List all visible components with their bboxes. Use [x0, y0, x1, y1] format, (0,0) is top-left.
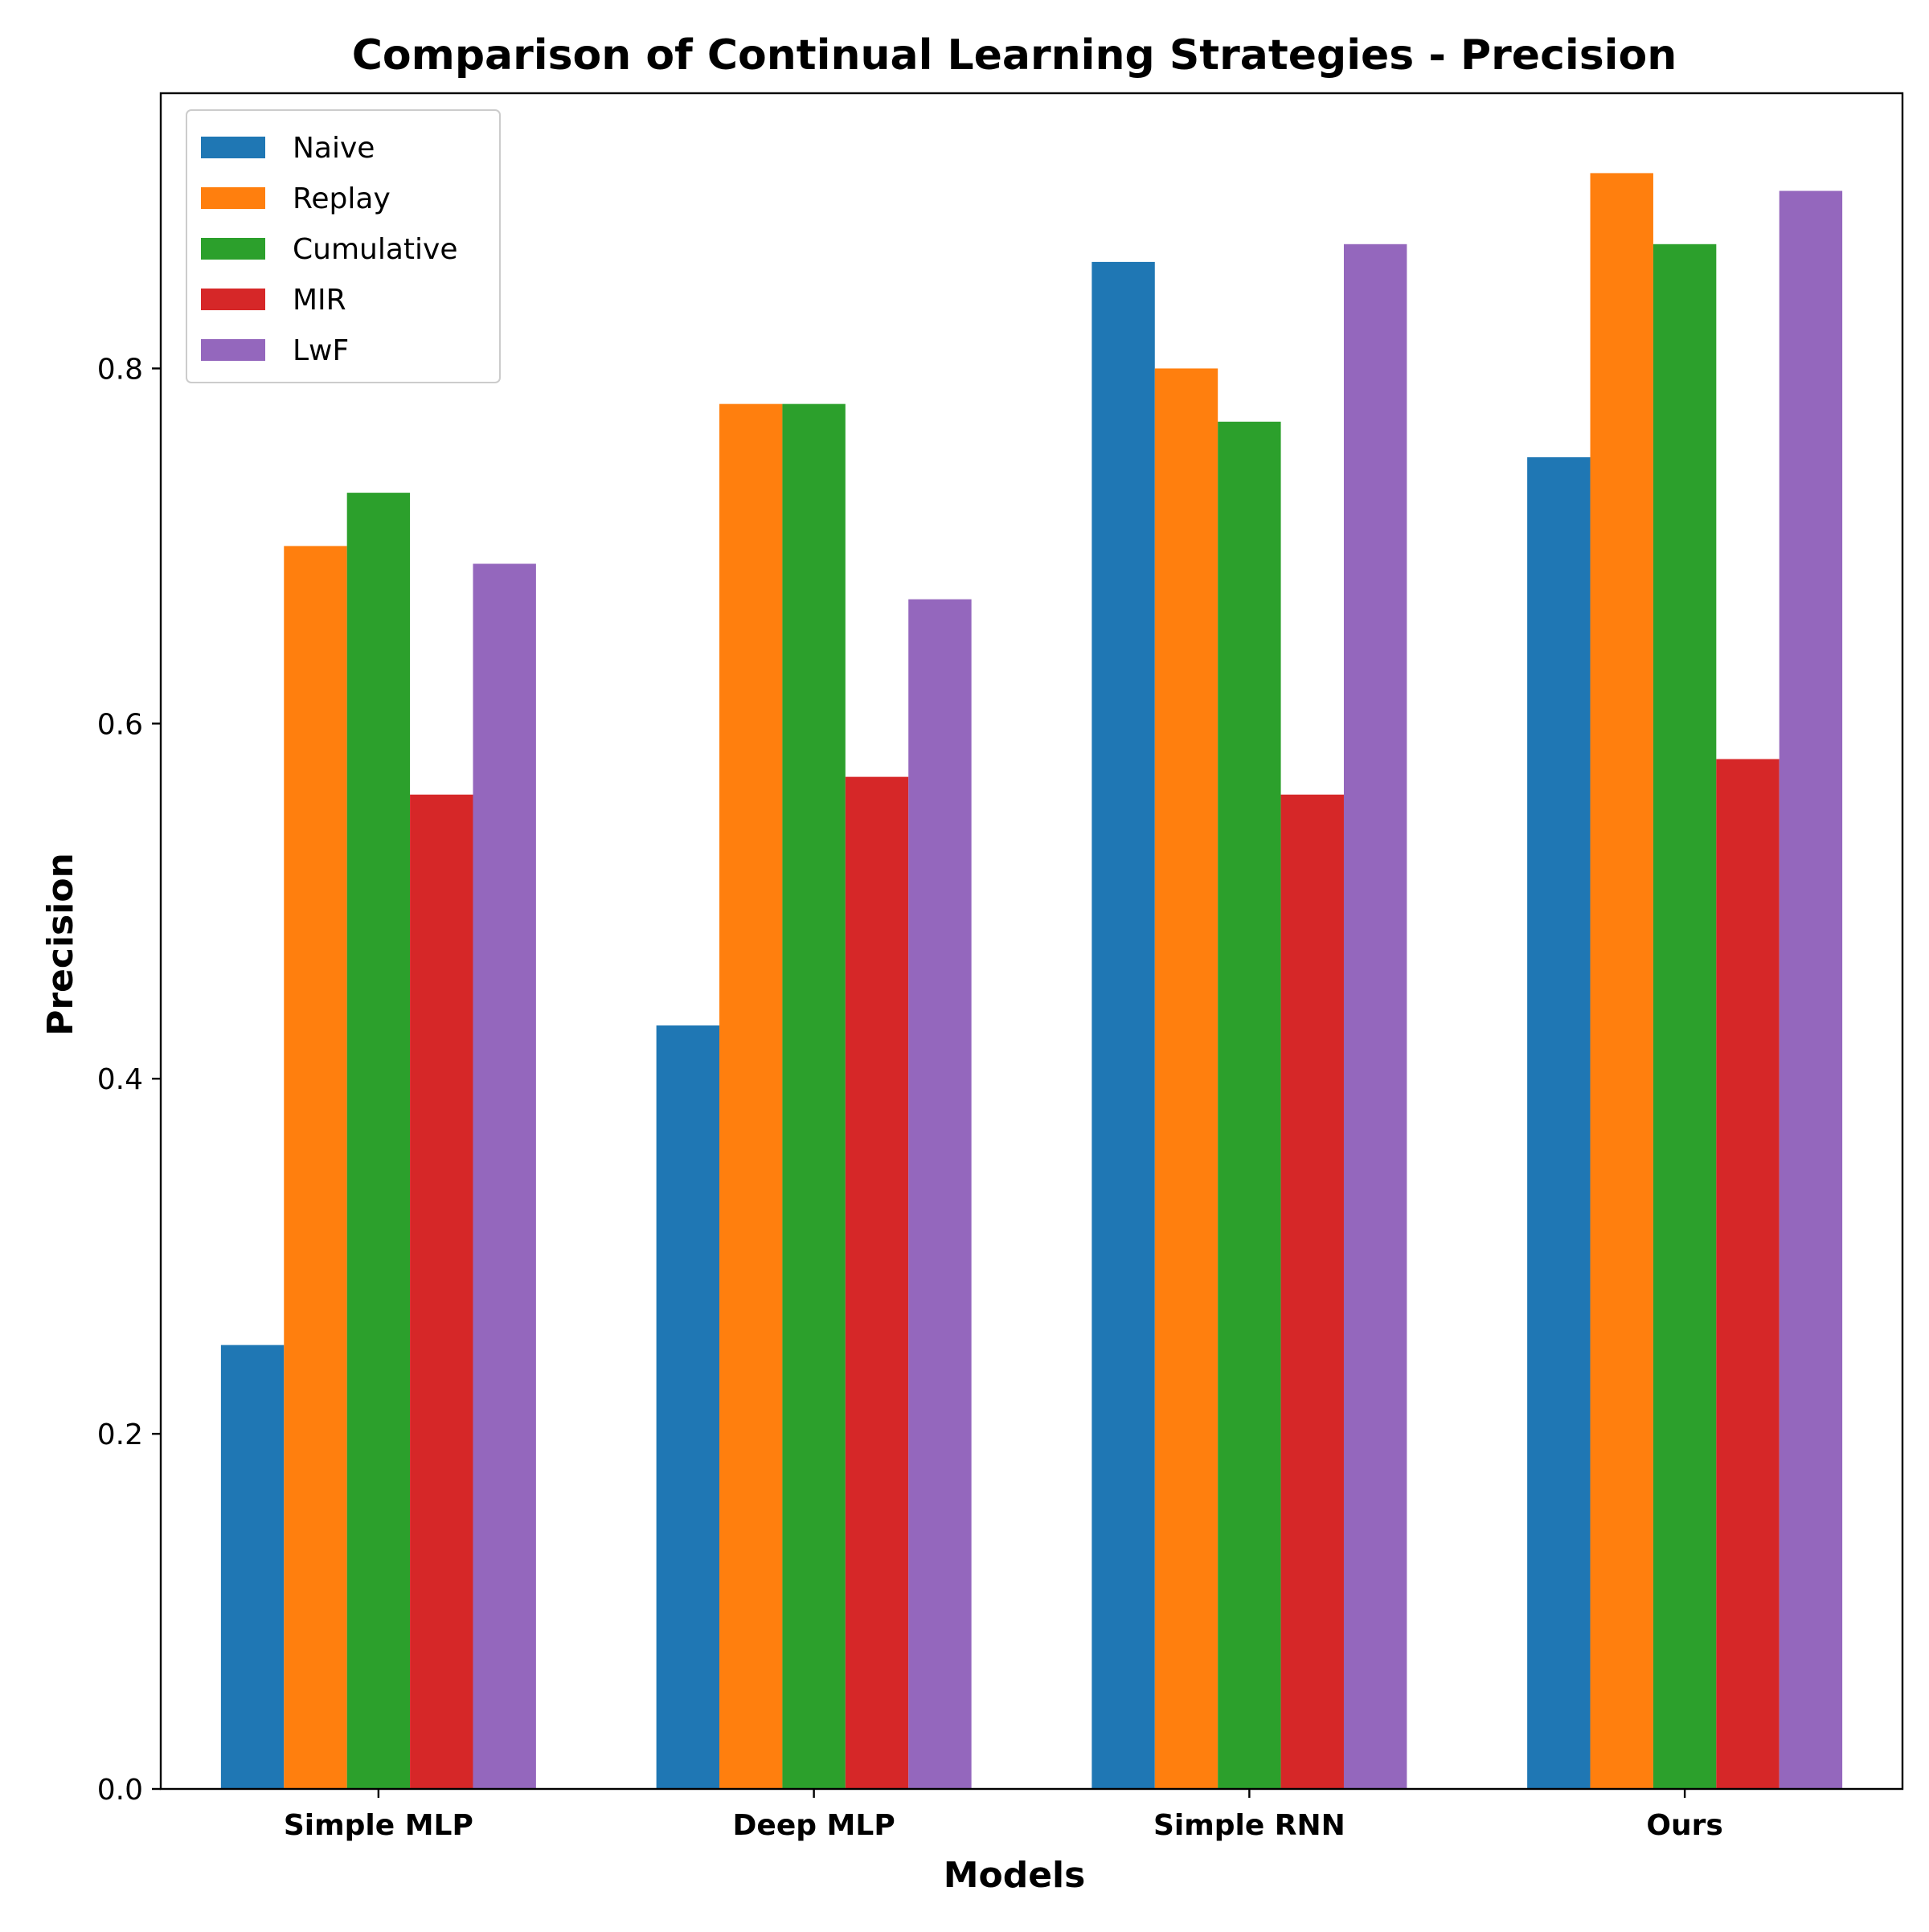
bar-naive-simple-mlp [220, 1345, 285, 1789]
legend-swatch-replay [201, 187, 265, 209]
y-tick-label: 0.8 [97, 353, 143, 386]
bar-replay-deep-mlp [719, 403, 783, 1789]
bar-mir-ours [1716, 759, 1780, 1789]
bar-lwf-ours [1779, 190, 1843, 1789]
bar-mir-simple-mlp [410, 794, 473, 1789]
bar-cumulative-simple-mlp [346, 493, 411, 1789]
bar-mir-simple-rnn [1280, 794, 1344, 1789]
legend-box [186, 109, 501, 383]
legend-swatch-cumulative [201, 238, 265, 260]
legend-label-replay: Replay [293, 182, 391, 215]
y-tick-label: 0.4 [97, 1063, 143, 1096]
bar-lwf-deep-mlp [908, 599, 972, 1790]
legend-swatch-naive [201, 137, 265, 158]
legend-swatch-mir [201, 289, 265, 310]
bar-naive-deep-mlp [656, 1025, 720, 1789]
bar-cumulative-ours [1653, 244, 1717, 1789]
bar-replay-simple-rnn [1154, 368, 1218, 1790]
y-tick-label: 0.6 [97, 708, 143, 741]
x-tick-label: Ours [1646, 1809, 1722, 1842]
bar-mir-deep-mlp [845, 776, 909, 1789]
bar-replay-simple-mlp [284, 546, 347, 1789]
bar-lwf-simple-mlp [473, 563, 536, 1789]
bar-naive-simple-rnn [1091, 261, 1155, 1789]
x-tick-label: Deep MLP [733, 1809, 895, 1842]
legend-label-lwf: LwF [293, 334, 349, 367]
legend-label-cumulative: Cumulative [293, 233, 457, 266]
x-tick-label: Simple RNN [1153, 1809, 1345, 1842]
legend-label-mir: MIR [293, 284, 346, 317]
y-axis-label: Precision [40, 853, 81, 1036]
chart-title: Comparison of Continual Learning Strateg… [352, 31, 1677, 80]
x-axis-label: Models [944, 1855, 1086, 1896]
plot-frame [159, 92, 1904, 1791]
axes-layer: 0.0 0.2 0.4 0.6 0.8 Simple MLP Deep MLP Simple … [97, 92, 1904, 1842]
bar-cumulative-deep-mlp [782, 403, 846, 1789]
bar-lwf-simple-rnn [1343, 244, 1407, 1789]
x-tick-label: Simple MLP [284, 1809, 473, 1842]
legend: Naive Replay Cumulative MIR LwF [186, 109, 501, 383]
bar-naive-ours [1527, 456, 1591, 1790]
y-tick-label: 0.2 [97, 1418, 143, 1451]
y-tick-label: 0.0 [97, 1774, 143, 1807]
legend-swatch-lwf [201, 339, 265, 361]
bar-replay-ours [1590, 173, 1653, 1789]
bar-cumulative-simple-rnn [1218, 421, 1281, 1789]
legend-label-naive: Naive [293, 132, 375, 165]
bars-layer [220, 173, 1843, 1790]
